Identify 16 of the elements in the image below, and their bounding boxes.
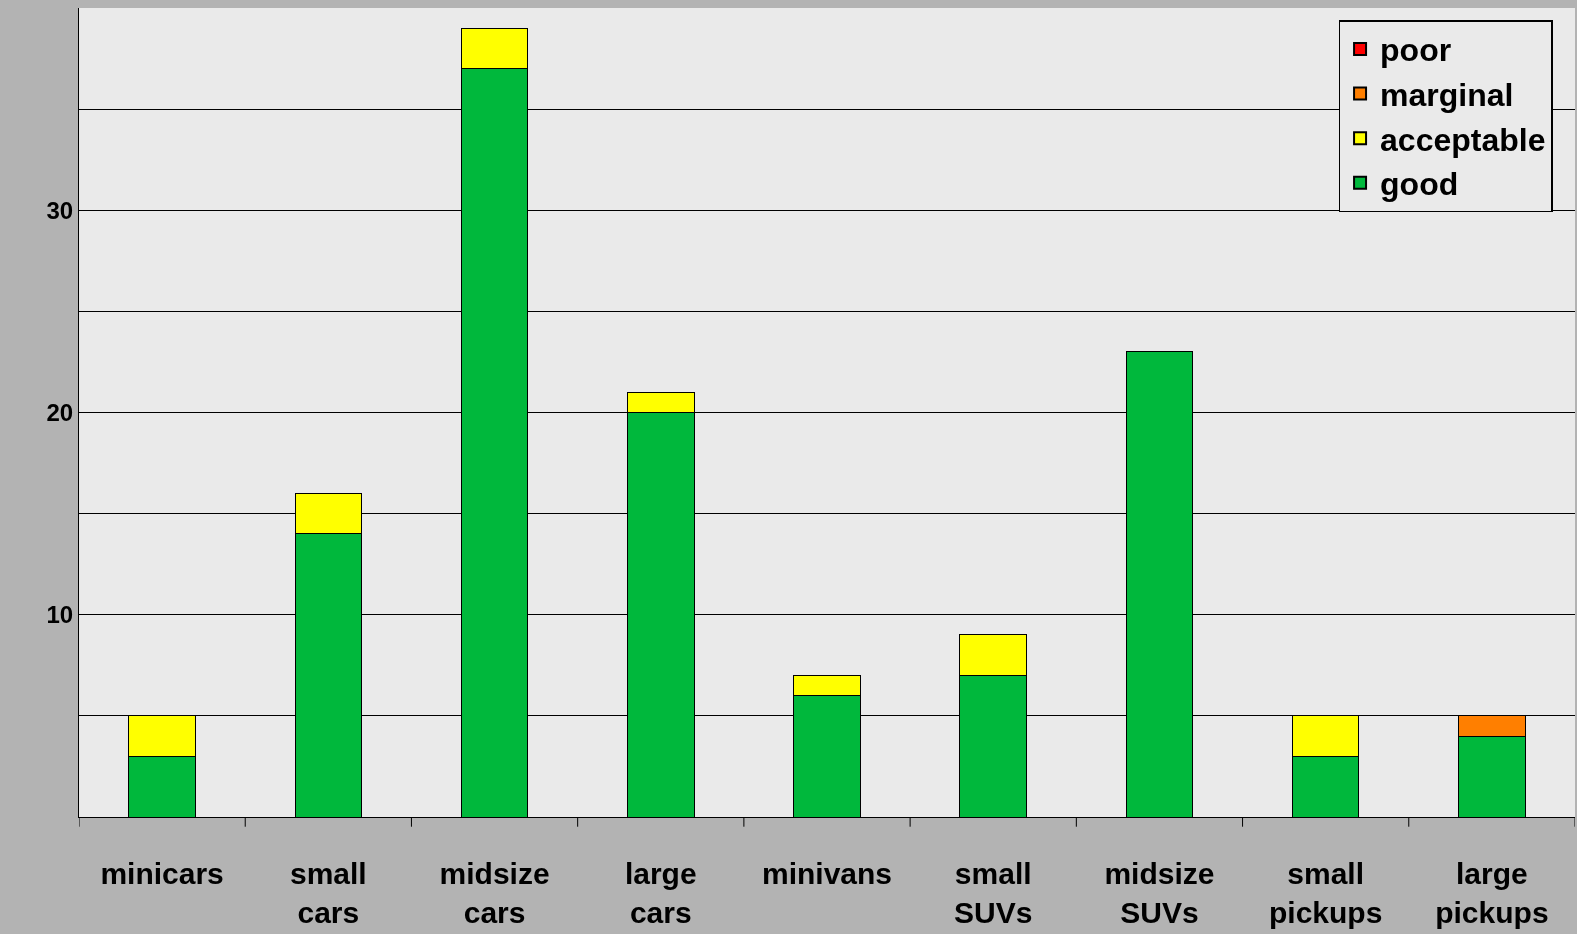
x-tick-label: midsize SUVs: [1104, 857, 1215, 929]
x-tick-label: minicars: [100, 857, 224, 890]
x-tick-label: small cars: [289, 857, 367, 929]
y-tick-label: 20: [46, 398, 74, 426]
x-tick-label: midsize cars: [439, 857, 550, 929]
legend-label: acceptable: [1380, 121, 1546, 158]
x-tick-label: small SUVs: [954, 857, 1033, 929]
y-tick-label: 10: [46, 601, 74, 629]
y-tick-label: 30: [46, 196, 74, 224]
legend-label: poor: [1380, 32, 1452, 69]
x-tick-label: large cars: [624, 857, 697, 929]
x-tick-label: minivans: [761, 857, 893, 890]
x-tick-label: large pickups: [1435, 857, 1549, 929]
x-tick-label: small pickups: [1268, 857, 1383, 929]
legend-label: marginal: [1380, 77, 1514, 114]
legend-label: good: [1380, 166, 1459, 203]
